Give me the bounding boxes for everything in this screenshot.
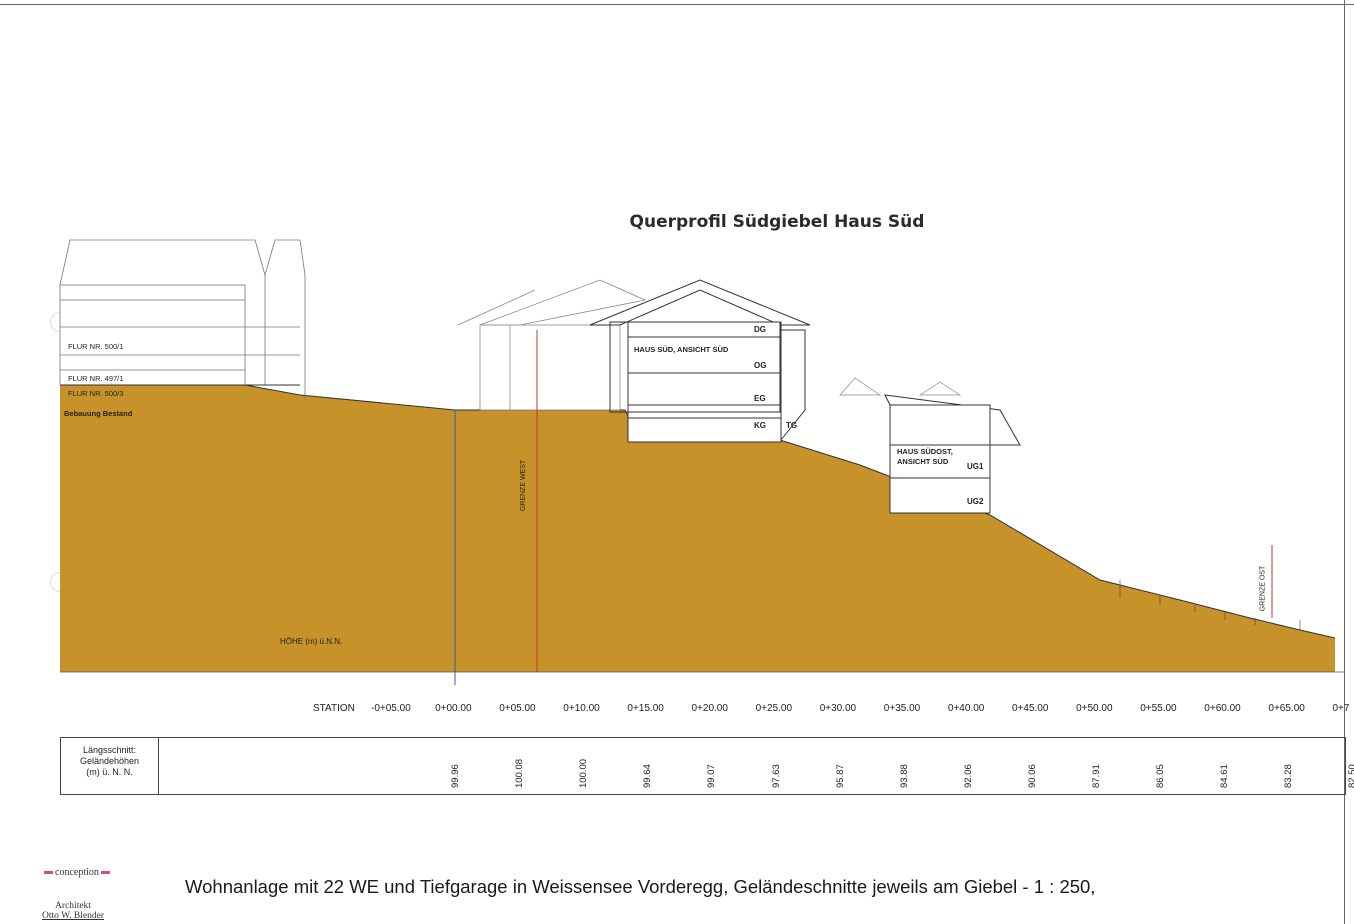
elevation-value: 100.00 (578, 758, 590, 788)
conception-logo: conception (42, 867, 112, 878)
station-value: 0+05.00 (499, 703, 536, 714)
elevation-value: 90.06 (1026, 764, 1038, 788)
drawing-title: Querprofil Südgiebel Haus Süd (629, 212, 925, 232)
elevation-value: 97.63 (770, 764, 782, 788)
haus-suedost-building (884, 394, 1021, 514)
rear-houses (839, 377, 962, 396)
terrain-fill (60, 385, 1335, 672)
flur-label-1: FLUR NR. 500/1 (68, 342, 124, 351)
station-value: 0+45.00 (1012, 703, 1049, 714)
station-value: -0+05.00 (371, 703, 411, 714)
haus-sued-building (589, 279, 811, 443)
elevation-value: 99.07 (706, 764, 718, 788)
station-value: 0+20.00 (691, 703, 728, 714)
elevation-value: 99.96 (450, 764, 461, 788)
floor-kg: KG (754, 421, 766, 430)
station-value: 0+60.00 (1204, 703, 1241, 714)
table-header-line-3: (m) ü. N. N. (86, 767, 133, 777)
station-value: 0+35.00 (883, 703, 921, 714)
elevation-value: 93.88 (898, 764, 910, 788)
right-border (1344, 0, 1345, 924)
flur-label-3: FLUR NR. 500/3 (68, 389, 124, 398)
architect-name: Otto W. Blender (42, 911, 105, 921)
elevation-value: 87.91 (1091, 764, 1102, 788)
haus-sued-label: HAUS SÜD, ANSICHT SÜD (634, 345, 729, 354)
grenze-ost-label: GRENZE OST (1259, 565, 1267, 612)
bebauung-label: Bebauung Bestand (64, 409, 133, 418)
station-value: 0+50.00 (1076, 703, 1113, 714)
station-value: 0+40.00 (947, 703, 985, 714)
station-value: 0+25.00 (755, 703, 793, 714)
floor-tg: TG (786, 421, 798, 430)
floor-eg: EG (754, 394, 766, 403)
elevation-value: 95.87 (834, 764, 846, 788)
architect-credit: Architekt Otto W. Blender (42, 901, 104, 921)
table-header-line-1: Längsschnitt: (82, 745, 137, 755)
elevation-value: 99.64 (642, 764, 654, 788)
grenze-west-label: GRENZE WEST (520, 459, 528, 512)
station-label: STATION (313, 703, 355, 714)
elevation-value: 83.28 (1283, 764, 1295, 788)
architect-role: Architekt (55, 901, 91, 911)
elevation-value: 100.08 (514, 758, 526, 788)
footer-title: Wohnanlage mit 22 WE und Tiefgarage in W… (185, 876, 1096, 897)
table-header-line-2: Geländehöhen (79, 756, 140, 766)
station-value: 0+55.00 (1140, 703, 1177, 714)
station-value: 0+65.00 (1268, 703, 1305, 714)
flur-label-2: FLUR NR. 497/1 (68, 374, 124, 383)
station-value: 0+7 (1332, 703, 1350, 714)
elevation-value: 82.50 (1347, 764, 1354, 788)
floor-og: OG (754, 361, 767, 370)
floor-ug1: UG1 (967, 462, 984, 471)
elevation-value: 92.06 (962, 764, 974, 788)
haus-suedost-label-1: HAUS SÜDOST, (897, 447, 953, 456)
top-border (0, 4, 1354, 5)
station-value: 0+10.00 (563, 703, 600, 714)
elevation-table: Längsschnitt: Geländehöhen (m) ü. N. N. (60, 737, 1346, 795)
floor-ug2: UG2 (967, 497, 984, 506)
elevation-table-header: Längsschnitt: Geländehöhen (m) ü. N. N. (61, 738, 159, 794)
floor-dg: DG (754, 325, 766, 334)
station-value: 0+15.00 (627, 703, 664, 714)
existing-building (59, 239, 306, 400)
leader-lines (1119, 580, 1301, 630)
conception-text: conception (55, 867, 99, 878)
elevation-value: 86.05 (1155, 764, 1167, 788)
station-value: 0+00.00 (435, 703, 472, 714)
hoehe-nn-label: HÖHE (m) ü.N.N. (280, 637, 343, 646)
station-value: 0+30.00 (819, 703, 857, 714)
haus-suedost-label-2: ANSICHT SÜD (897, 457, 949, 466)
middle-house (457, 279, 647, 411)
elevation-value: 84.61 (1219, 764, 1231, 788)
